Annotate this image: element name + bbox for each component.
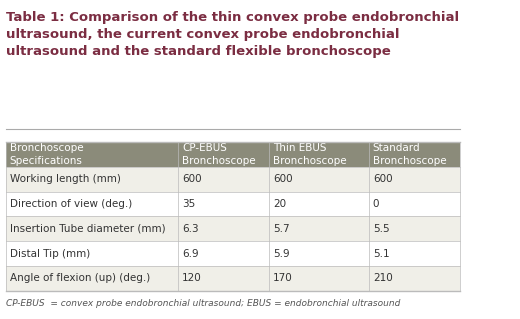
Bar <box>369 192 460 216</box>
Bar <box>178 216 269 241</box>
Text: 120: 120 <box>182 273 202 283</box>
Bar <box>269 216 369 241</box>
Text: 6.3: 6.3 <box>182 224 199 234</box>
Bar <box>6 192 178 216</box>
Bar <box>6 167 178 192</box>
Text: 5.1: 5.1 <box>373 249 389 259</box>
Text: 170: 170 <box>273 273 293 283</box>
Bar <box>269 241 369 266</box>
Text: 600: 600 <box>182 174 202 184</box>
Bar <box>6 216 178 241</box>
Bar <box>369 266 460 291</box>
Bar <box>178 266 269 291</box>
Text: Bronchoscope
Specifications: Bronchoscope Specifications <box>10 143 83 166</box>
Text: 600: 600 <box>373 174 393 184</box>
Bar <box>369 167 460 192</box>
Text: 35: 35 <box>182 199 196 209</box>
Bar <box>369 241 460 266</box>
Bar <box>6 142 178 167</box>
Bar <box>178 192 269 216</box>
Text: Working length (mm): Working length (mm) <box>10 174 121 184</box>
Text: Angle of flexion (up) (deg.): Angle of flexion (up) (deg.) <box>10 273 150 283</box>
Text: 5.7: 5.7 <box>273 224 290 234</box>
Text: Standard
Bronchoscope: Standard Bronchoscope <box>373 143 446 166</box>
Text: Direction of view (deg.): Direction of view (deg.) <box>10 199 132 209</box>
Bar <box>269 192 369 216</box>
Text: 600: 600 <box>273 174 293 184</box>
Text: 5.9: 5.9 <box>273 249 290 259</box>
Text: CP-EBUS
Bronchoscope: CP-EBUS Bronchoscope <box>182 143 256 166</box>
Bar <box>178 241 269 266</box>
Text: 20: 20 <box>273 199 286 209</box>
Bar <box>269 142 369 167</box>
Text: 6.9: 6.9 <box>182 249 199 259</box>
Text: 5.5: 5.5 <box>373 224 389 234</box>
Bar <box>369 142 460 167</box>
Bar <box>269 266 369 291</box>
Bar <box>178 142 269 167</box>
Text: 0: 0 <box>373 199 379 209</box>
Bar <box>178 167 269 192</box>
Bar <box>6 266 178 291</box>
Bar <box>269 167 369 192</box>
Text: Table 1: Comparison of the thin convex probe endobronchial
ultrasound, the curre: Table 1: Comparison of the thin convex p… <box>6 11 459 58</box>
Bar <box>6 241 178 266</box>
Text: CP-EBUS  = convex probe endobronchial ultrasound; EBUS = endobronchial ultrasoun: CP-EBUS = convex probe endobronchial ult… <box>6 299 400 308</box>
Text: Distal Tip (mm): Distal Tip (mm) <box>10 249 90 259</box>
Bar <box>369 216 460 241</box>
Text: 210: 210 <box>373 273 393 283</box>
Text: Insertion Tube diameter (mm): Insertion Tube diameter (mm) <box>10 224 165 234</box>
Text: Thin EBUS
Bronchoscope: Thin EBUS Bronchoscope <box>273 143 346 166</box>
